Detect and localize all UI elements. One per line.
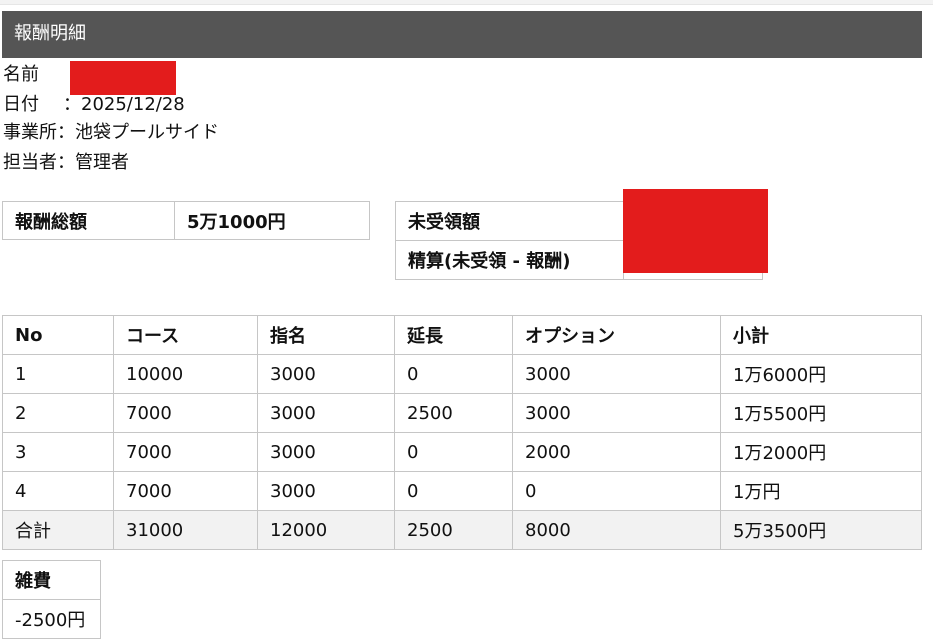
date-row: 日付 ：2025/12/28 [3, 94, 185, 116]
total-row: 合計 31000 12000 2500 8000 5万3500円 [2, 510, 922, 550]
cell-subtotal: 1万5500円 [720, 393, 922, 433]
header-extension: 延長 [394, 315, 513, 355]
staff-row: 担当者：管理者 [3, 152, 129, 174]
cell-no: 3 [2, 432, 114, 472]
misc-expense-value: -2500円 [2, 599, 101, 639]
total-label: 合計 [2, 510, 114, 550]
cell-extension: 0 [394, 432, 513, 472]
header-option: オプション [512, 315, 721, 355]
breakdown-table: No コース 指名 延長 オプション 小計 1 10000 3000 0 300… [2, 315, 922, 550]
total-subtotal: 5万3500円 [720, 510, 922, 550]
cell-option: 0 [512, 471, 721, 511]
office-value: ：池袋プールサイド [57, 122, 219, 143]
date-label: 日付 [3, 94, 39, 115]
cell-subtotal: 1万6000円 [720, 354, 922, 394]
page-title-bar: 報酬明細 [2, 11, 922, 58]
total-option: 8000 [512, 510, 721, 550]
unreceived-label: 未受領額 [395, 201, 624, 241]
header-subtotal: 小計 [720, 315, 922, 355]
settlement-label: 精算(未受領 - 報酬) [395, 240, 624, 280]
breakdown-header-row: No コース 指名 延長 オプション 小計 [2, 315, 922, 355]
header-course: コース [113, 315, 258, 355]
table-row: 3 7000 3000 0 2000 1万2000円 [2, 432, 922, 472]
cell-nomination: 3000 [257, 393, 395, 433]
cell-extension: 2500 [394, 393, 513, 433]
header-no: No [2, 315, 114, 355]
office-row: 事業所：池袋プールサイド [3, 122, 219, 144]
cell-course: 7000 [113, 471, 258, 511]
cell-course: 10000 [113, 354, 258, 394]
total-reward-table: 報酬総額 5万1000円 [2, 201, 370, 240]
cell-no: 1 [2, 354, 114, 394]
total-extension: 2500 [394, 510, 513, 550]
cell-no: 2 [2, 393, 114, 433]
office-label: 事業所 [3, 122, 57, 143]
name-redaction [70, 61, 176, 95]
cell-option: 3000 [512, 354, 721, 394]
cell-nomination: 3000 [257, 354, 395, 394]
cell-option: 2000 [512, 432, 721, 472]
cell-extension: 0 [394, 354, 513, 394]
name-row: 名前 [3, 64, 39, 86]
staff-value: ：管理者 [57, 152, 129, 173]
table-row: 2 7000 3000 2500 3000 1万5500円 [2, 393, 922, 433]
cell-subtotal: 1万円 [720, 471, 922, 511]
page-title: 報酬明細 [14, 23, 86, 44]
cell-course: 7000 [113, 432, 258, 472]
name-label: 名前 [3, 64, 39, 85]
table-row: 1 10000 3000 0 3000 1万6000円 [2, 354, 922, 394]
cell-subtotal: 1万2000円 [720, 432, 922, 472]
misc-expense-label: 雑費 [2, 560, 101, 600]
total-reward-value: 5万1000円 [174, 201, 370, 240]
settlement-redaction [623, 189, 768, 273]
cell-no: 4 [2, 471, 114, 511]
total-reward-label: 報酬総額 [2, 201, 175, 240]
header-nomination: 指名 [257, 315, 395, 355]
staff-label: 担当者 [3, 152, 57, 173]
top-divider [0, 0, 933, 5]
cell-extension: 0 [394, 471, 513, 511]
cell-option: 3000 [512, 393, 721, 433]
cell-nomination: 3000 [257, 432, 395, 472]
cell-nomination: 3000 [257, 471, 395, 511]
date-value: ：2025/12/28 [63, 94, 185, 115]
total-course: 31000 [113, 510, 258, 550]
total-nomination: 12000 [257, 510, 395, 550]
cell-course: 7000 [113, 393, 258, 433]
misc-expense-table: 雑費 -2500円 [2, 560, 101, 639]
table-row: 4 7000 3000 0 0 1万円 [2, 471, 922, 511]
